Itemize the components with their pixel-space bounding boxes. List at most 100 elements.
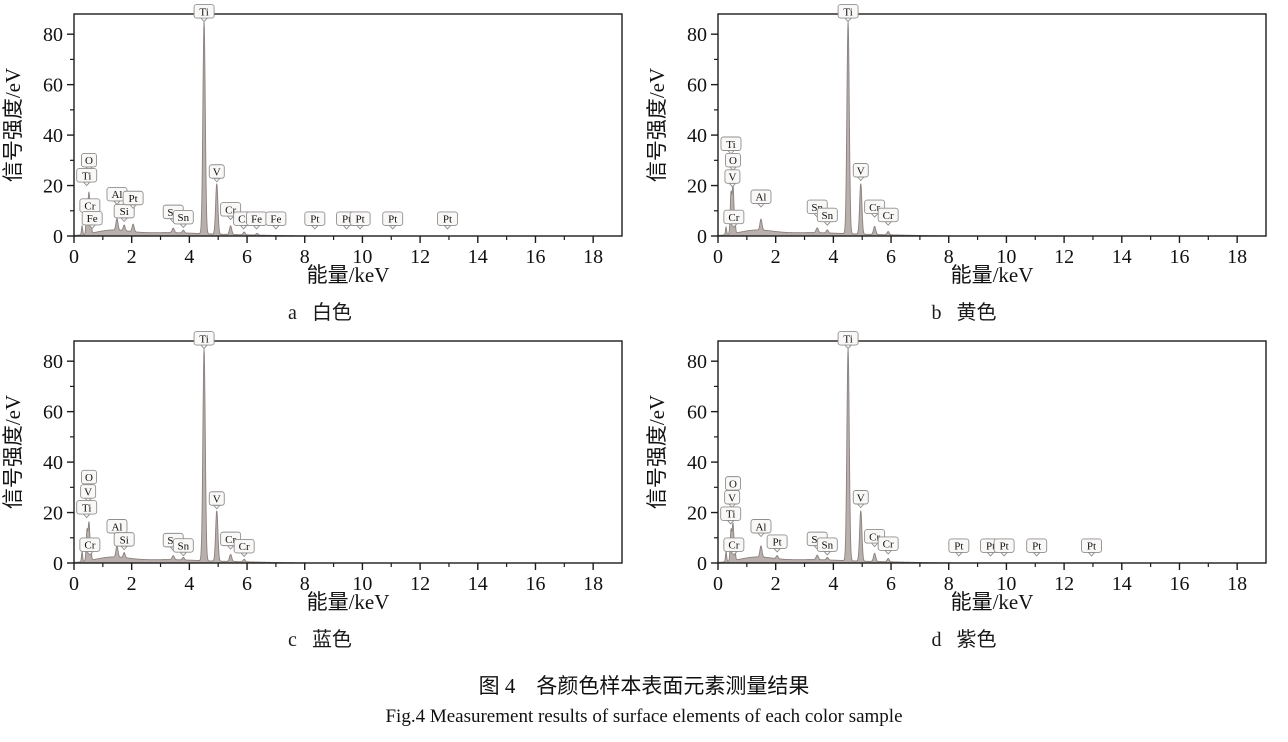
svg-text:Si: Si [120,206,129,218]
x-tick-label: 10 [996,246,1016,268]
element-label-sn: Sn [172,209,194,229]
chart-panel-c: 0 2 4 6 8 10 12 14 16 18 0 20 40 60 80 能量/keV 信号强度/eV O V T… [0,329,644,656]
svg-text:Ti: Ti [82,170,91,182]
x-tick-label: 0 [713,573,723,595]
element-label-v: V [208,491,225,510]
element-label-sn: Sn [172,538,194,557]
element-label-ti: Ti [837,4,859,23]
panel-letter: a [288,302,297,324]
x-tick-label: 10 [352,573,372,595]
svg-text:Ti: Ti [199,333,208,345]
x-tick-label: 18 [583,573,603,595]
svg-text:Cr: Cr [883,539,894,551]
svg-text:O: O [729,155,737,167]
svg-text:Ti: Ti [843,333,852,345]
element-label-pt: Pt [1026,538,1048,557]
element-label-ti: Ti [193,4,215,23]
svg-text:Pt: Pt [356,214,365,226]
element-label-ti: Ti [76,500,98,519]
panel-caption-d: d 紫色 [644,626,1284,656]
svg-text:Cr: Cr [239,541,250,553]
x-tick-label: 16 [1169,246,1189,268]
spectrum-trace [73,348,622,564]
panel-letter: c [288,629,297,651]
svg-text:Pt: Pt [388,214,397,226]
chart-panel-d: 0 2 4 6 8 10 12 14 16 18 0 20 40 60 80 能量/keV 信号强度/eV O V T… [644,329,1288,656]
element-label-v: V [852,163,869,182]
svg-text:Cr: Cr [225,204,236,216]
svg-text:Cr: Cr [883,210,894,222]
x-tick-label: 4 [828,246,838,268]
y-tick-label: 0 [53,553,63,575]
svg-text:Ti: Ti [726,139,735,151]
svg-text:O: O [85,472,93,484]
svg-text:V: V [84,486,92,498]
y-tick-label: 80 [687,24,707,46]
y-tick-label: 20 [43,176,63,198]
x-tick-label: 2 [127,573,137,595]
spectrum-trace [717,21,1266,237]
x-tick-label: 18 [1227,246,1247,268]
element-label-pt: Pt [349,211,371,230]
x-tick-label: 4 [184,246,194,268]
svg-text:O: O [85,155,93,167]
x-tick-label: 12 [1054,573,1074,595]
svg-text:V: V [728,492,736,504]
svg-text:V: V [213,494,221,506]
x-tick-label: 12 [410,246,430,268]
svg-text:Si: Si [120,534,129,546]
x-axis-title: 能量/keV [307,590,390,614]
element-label-ti: Ti [720,136,742,155]
x-tick-label: 12 [1054,246,1074,268]
svg-text:V: V [857,165,865,177]
x-tick-label: 6 [242,246,252,268]
element-label-cr: Cr [79,537,101,556]
plot-frame [73,340,623,564]
x-tick-label: 16 [525,573,545,595]
element-label-si: Si [113,532,135,551]
svg-text:Pt: Pt [342,214,351,226]
svg-text:Cr: Cr [869,202,880,214]
element-label-v: V [724,169,741,188]
svg-text:Pt: Pt [443,214,452,226]
y-tick-label: 60 [43,75,63,97]
element-label-v: V [724,490,741,509]
panel-letter: d [931,629,942,651]
svg-text:Sn: Sn [177,212,189,224]
figure-caption-chinese: 图 4 各颜色样本表面元素测量结果 [478,674,810,698]
svg-text:Cr: Cr [84,201,95,213]
element-label-sn: Sn [816,207,838,226]
eds-spectrum-chart-b: 0 2 4 6 8 10 12 14 16 18 0 20 40 60 80 能量/keV 信号强度/eV Ti O… [645,4,1267,287]
panel-title: 白色 [311,302,352,324]
y-tick-label: 60 [43,402,63,424]
y-tick-label: 0 [697,553,707,575]
element-label-fe: Fe [246,211,268,230]
element-label-al: Al [106,187,128,206]
svg-text:Fe: Fe [251,214,262,226]
panel-title: 蓝色 [311,629,352,651]
y-tick-label: 80 [43,24,63,46]
x-tick-label: 0 [713,246,723,268]
element-label-cr: Cr [877,207,899,226]
y-tick-label: 80 [43,351,63,373]
svg-text:Pt: Pt [310,214,319,226]
element-label-o: O [81,152,97,172]
y-tick-label: 20 [43,503,63,525]
element-label-sn: Sn [816,537,838,556]
x-tick-label: 10 [352,246,372,268]
element-label-o: O [725,152,741,172]
x-tick-label: 14 [468,573,488,595]
svg-text:Pt: Pt [1032,541,1041,553]
svg-text:Pt: Pt [954,541,963,553]
svg-text:Cr: Cr [84,540,95,552]
x-tick-label: 12 [410,573,430,595]
svg-text:Cr: Cr [225,534,236,546]
panel-caption-a: a 白色 [0,299,640,329]
svg-text:Pt: Pt [1087,541,1096,553]
spectrum-trace [717,348,1266,564]
x-tick-label: 6 [242,573,252,595]
element-label-v: V [852,490,869,509]
y-tick-label: 40 [687,452,707,474]
